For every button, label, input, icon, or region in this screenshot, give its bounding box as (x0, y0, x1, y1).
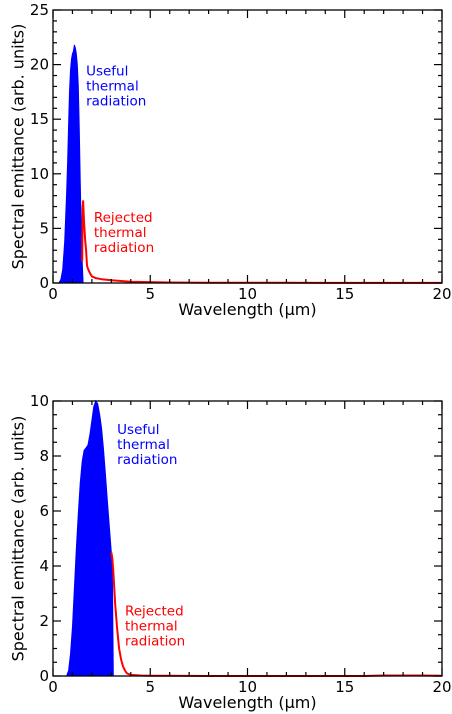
x-tick-label: 0 (48, 678, 58, 696)
annotation-layer: Useful thermal radiation Rejected thermal rad… (86, 64, 154, 256)
x-tick-labels: 0 5 10 15 20 (48, 678, 451, 696)
x-tick-label: 15 (335, 678, 354, 696)
y-tick-label: 0 (39, 274, 49, 292)
y-tick-label: 4 (39, 557, 49, 575)
y-tick-label: 5 (39, 219, 49, 237)
x-tick-label: 5 (145, 285, 155, 303)
x-tick-label: 15 (335, 285, 354, 303)
y-axis-title: Spectral emittance (arb. units) (9, 24, 28, 270)
chart-panel-top: 0 5 10 15 20 0 5 10 15 20 25 Useful thermal radiati… (9, 1, 452, 319)
x-axis-title: Wavelength (μm) (178, 693, 316, 712)
tick-layer (52, 9, 443, 284)
y-axis-title: Spectral emittance (arb. units) (9, 416, 28, 662)
x-axis-title: Wavelength (μm) (178, 300, 316, 319)
annotation-rejected: Rejected thermal radiation (94, 210, 154, 256)
x-tick-label: 0 (48, 285, 58, 303)
annotation-useful: Useful thermal radiation (117, 422, 177, 468)
y-tick-label: 25 (30, 1, 49, 19)
x-tick-label: 5 (145, 678, 155, 696)
x-tick-labels: 0 5 10 15 20 (48, 285, 451, 303)
y-tick-labels: 0 5 10 15 20 25 (30, 1, 49, 292)
chart-panel-bottom: 0 5 10 15 20 0 2 4 6 8 10 Useful thermal radiation R… (9, 392, 452, 712)
y-tick-label: 6 (39, 502, 49, 520)
x-tick-label: 10 (238, 285, 257, 303)
series-useful-area (65, 399, 114, 677)
annotation-useful: Useful thermal radiation (86, 64, 146, 110)
y-tick-label: 0 (39, 667, 49, 685)
y-tick-labels: 0 2 4 6 8 10 (30, 392, 49, 685)
y-tick-label: 15 (30, 110, 49, 128)
annotation-layer: Useful thermal radiation Rejected thermal rad… (117, 422, 185, 650)
tick-layer (52, 400, 443, 677)
y-tick-label: 10 (30, 165, 49, 183)
x-tick-label: 10 (238, 678, 257, 696)
y-tick-label: 2 (39, 612, 49, 630)
x-tick-label: 20 (432, 285, 451, 303)
x-tick-label: 20 (432, 678, 451, 696)
y-tick-label: 20 (30, 56, 49, 74)
y-tick-label: 8 (39, 447, 49, 465)
series-useful-area (57, 44, 84, 284)
annotation-rejected: Rejected thermal radiation (125, 604, 185, 650)
y-tick-label: 10 (30, 392, 49, 410)
